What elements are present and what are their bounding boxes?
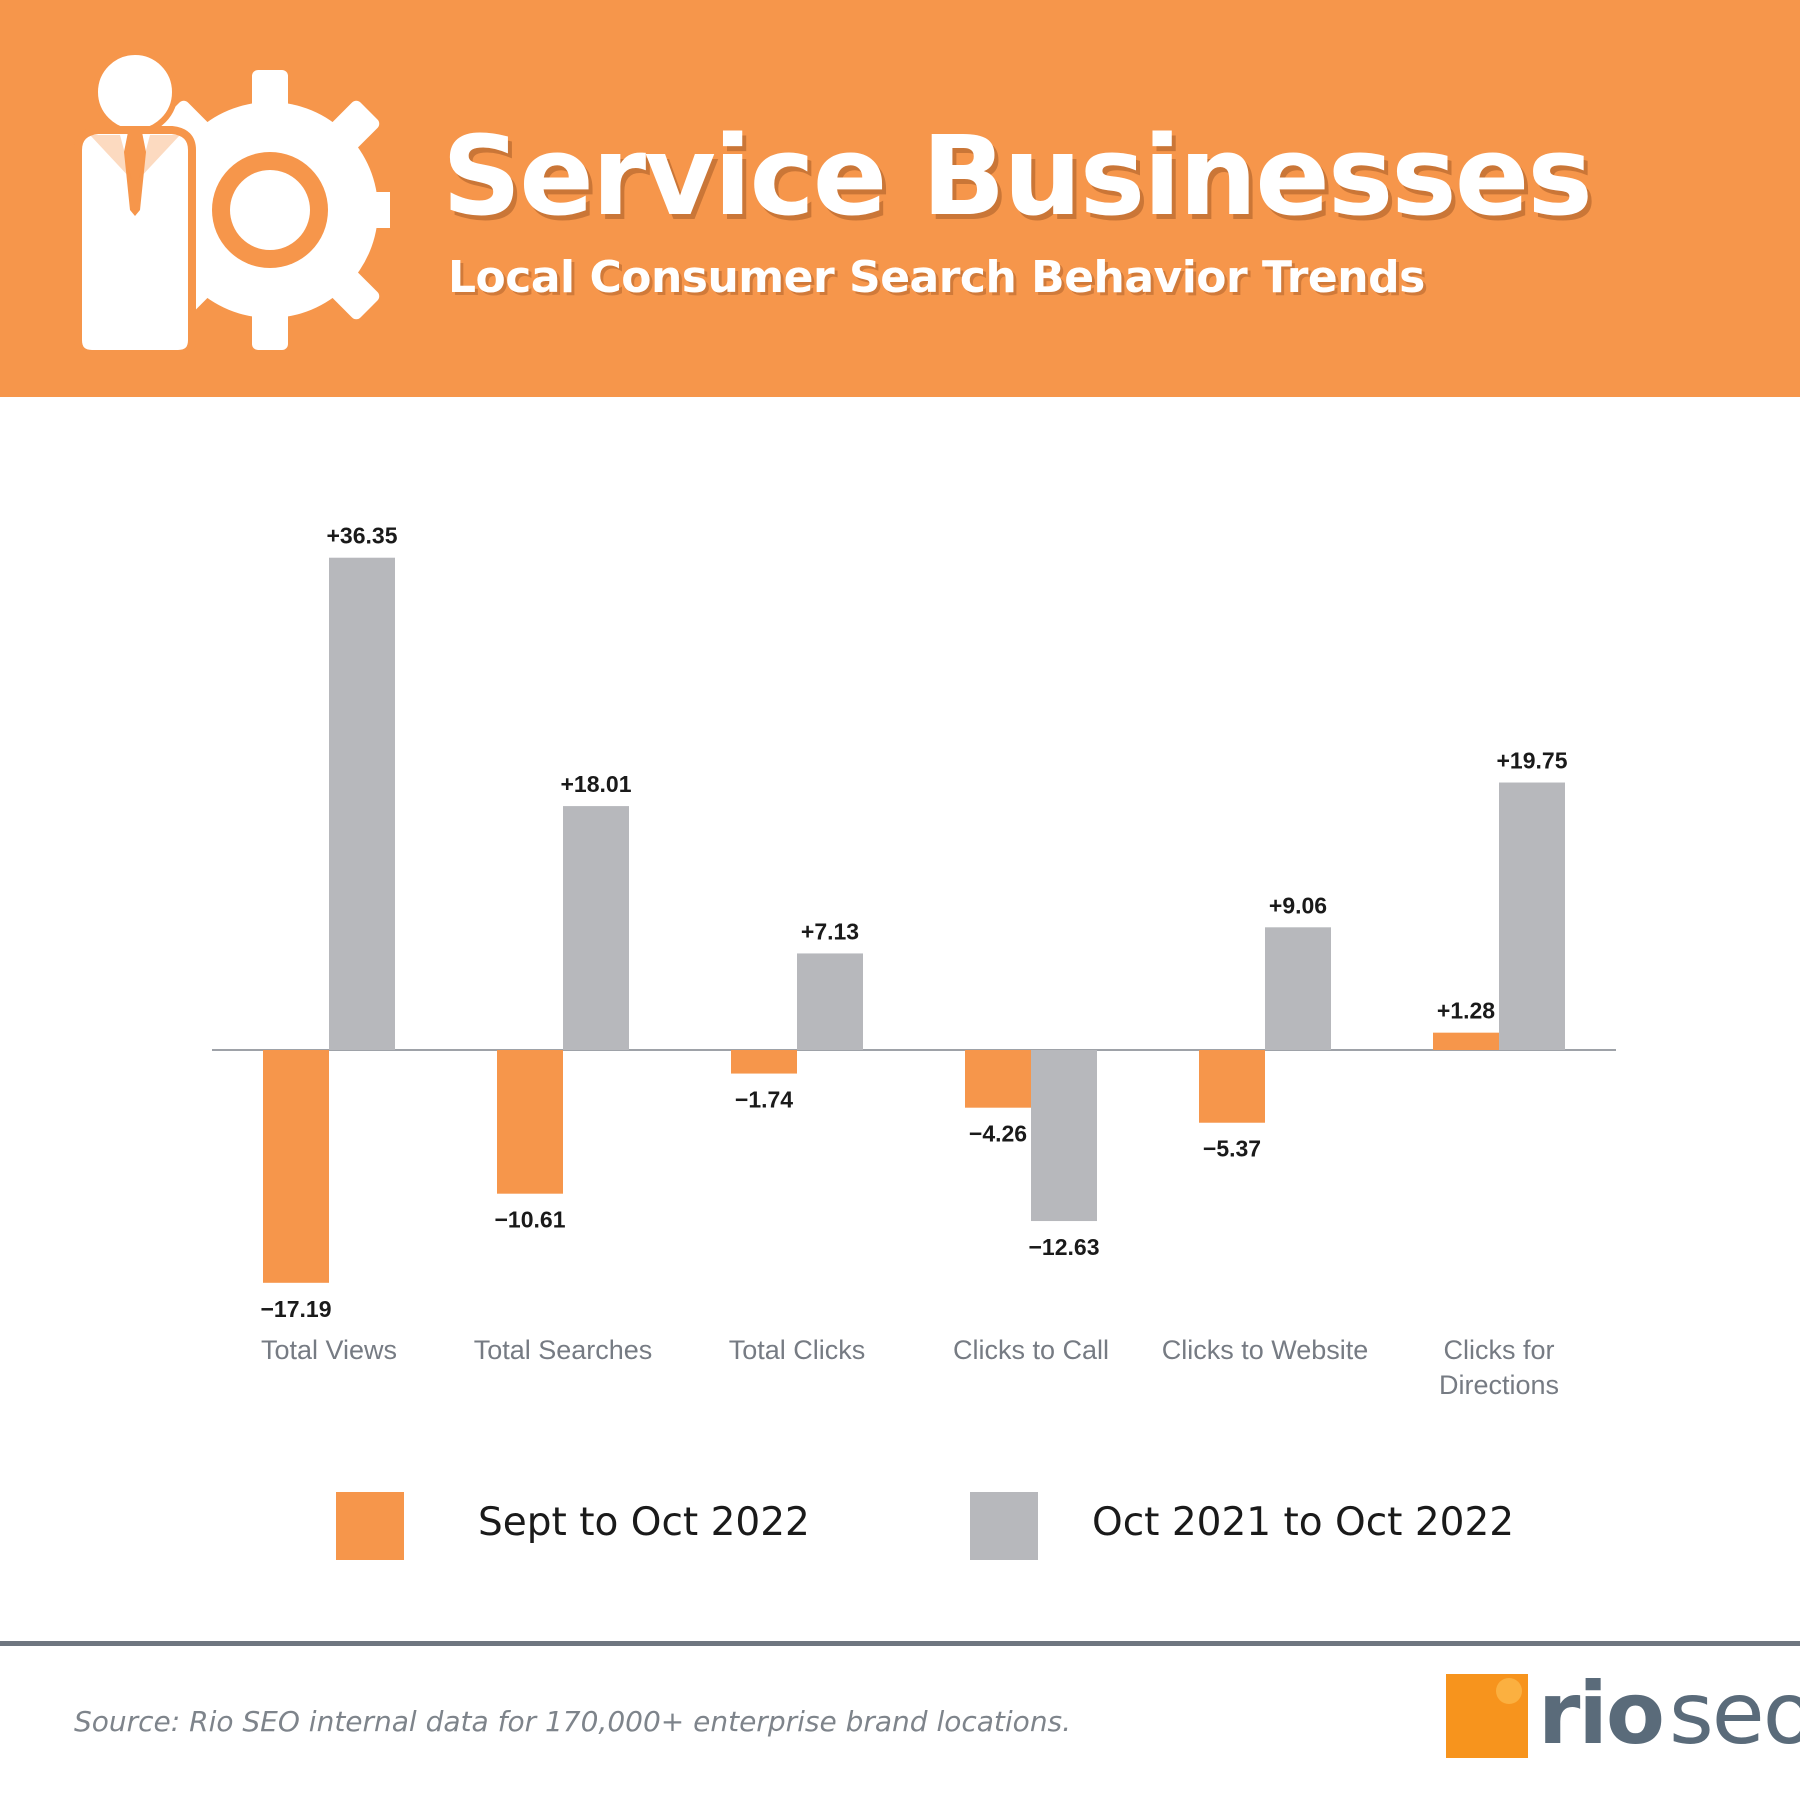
data-label-total-views-series-2: +36.35 bbox=[327, 523, 398, 549]
logo-dot bbox=[1496, 1678, 1522, 1704]
rio-seo-logo: rioseo bbox=[1446, 1664, 1800, 1770]
data-label-clicks-to-call-series-2: −12.63 bbox=[1029, 1234, 1100, 1260]
legend-label-oct-2021-oct-2022: Oct 2021 to Oct 2022 bbox=[1092, 1500, 1515, 1545]
data-label-total-views-series-1: −17.19 bbox=[261, 1296, 332, 1322]
data-label-clicks-to-website-series-2: +9.06 bbox=[1269, 892, 1327, 918]
bar-chart: −17.19 +36.35 Total Views −10.61 +18.01 Total… bbox=[212, 523, 1616, 1400]
bar-total-clicks-series-1 bbox=[731, 1050, 797, 1074]
data-label-total-clicks-series-2: +7.13 bbox=[801, 918, 859, 944]
data-label-total-searches-series-2: +18.01 bbox=[561, 771, 632, 797]
businessman-gear-icon bbox=[74, 49, 390, 358]
data-label-clicks-for-directions-series-1: +1.28 bbox=[1437, 998, 1495, 1024]
bar-clicks-to-website-series-2 bbox=[1265, 927, 1331, 1050]
header-banner: Service Businesses Local Consumer Search… bbox=[0, 0, 1800, 397]
legend-swatch-oct-2021-oct-2022 bbox=[970, 1492, 1038, 1560]
page-title: Service Businesses bbox=[442, 112, 1593, 240]
category-label-clicks-for-directions-line-2: Directions bbox=[1439, 1370, 1559, 1400]
data-label-total-searches-series-1: −10.61 bbox=[495, 1207, 566, 1233]
data-label-total-clicks-series-1: −1.74 bbox=[735, 1087, 793, 1113]
category-label-clicks-for-directions-line-1: Clicks for bbox=[1443, 1335, 1554, 1365]
bar-clicks-to-call-series-1 bbox=[965, 1050, 1031, 1108]
bar-total-views-series-2 bbox=[329, 557, 395, 1050]
bar-clicks-to-website-series-1 bbox=[1199, 1050, 1265, 1123]
bar-total-clicks-series-2 bbox=[797, 953, 863, 1050]
category-label-clicks-to-website: Clicks to Website bbox=[1162, 1335, 1369, 1365]
category-label-total-views: Total Views bbox=[261, 1335, 397, 1365]
data-label-clicks-to-call-series-1: −4.26 bbox=[969, 1121, 1027, 1147]
bar-clicks-for-directions-series-1 bbox=[1433, 1032, 1499, 1050]
category-label-clicks-to-call: Clicks to Call bbox=[953, 1335, 1109, 1365]
bar-clicks-for-directions-series-2 bbox=[1499, 782, 1565, 1050]
logo-wordmark: rioseo bbox=[1538, 1664, 1800, 1764]
category-label-total-searches: Total Searches bbox=[474, 1335, 653, 1365]
category-label-total-clicks: Total Clicks bbox=[729, 1335, 866, 1365]
bar-total-searches-series-1 bbox=[497, 1050, 563, 1194]
page-subtitle: Local Consumer Search Behavior Trends bbox=[448, 252, 1425, 303]
bar-total-views-series-1 bbox=[263, 1050, 329, 1283]
legend-label-sept-oct-2022: Sept to Oct 2022 bbox=[478, 1500, 810, 1545]
legend-swatch-sept-oct-2022 bbox=[336, 1492, 404, 1560]
data-label-clicks-to-website-series-1: −5.37 bbox=[1203, 1136, 1261, 1162]
source-note: Source: Rio SEO internal data for 170,00… bbox=[74, 1705, 1072, 1738]
chart-legend: Sept to Oct 2022 Oct 2021 to Oct 2022 bbox=[0, 1480, 1800, 1570]
footer-divider bbox=[0, 1641, 1800, 1646]
bar-total-searches-series-2 bbox=[563, 806, 629, 1050]
data-label-clicks-for-directions-series-2: +19.75 bbox=[1497, 748, 1568, 774]
bar-clicks-to-call-series-2 bbox=[1031, 1050, 1097, 1222]
